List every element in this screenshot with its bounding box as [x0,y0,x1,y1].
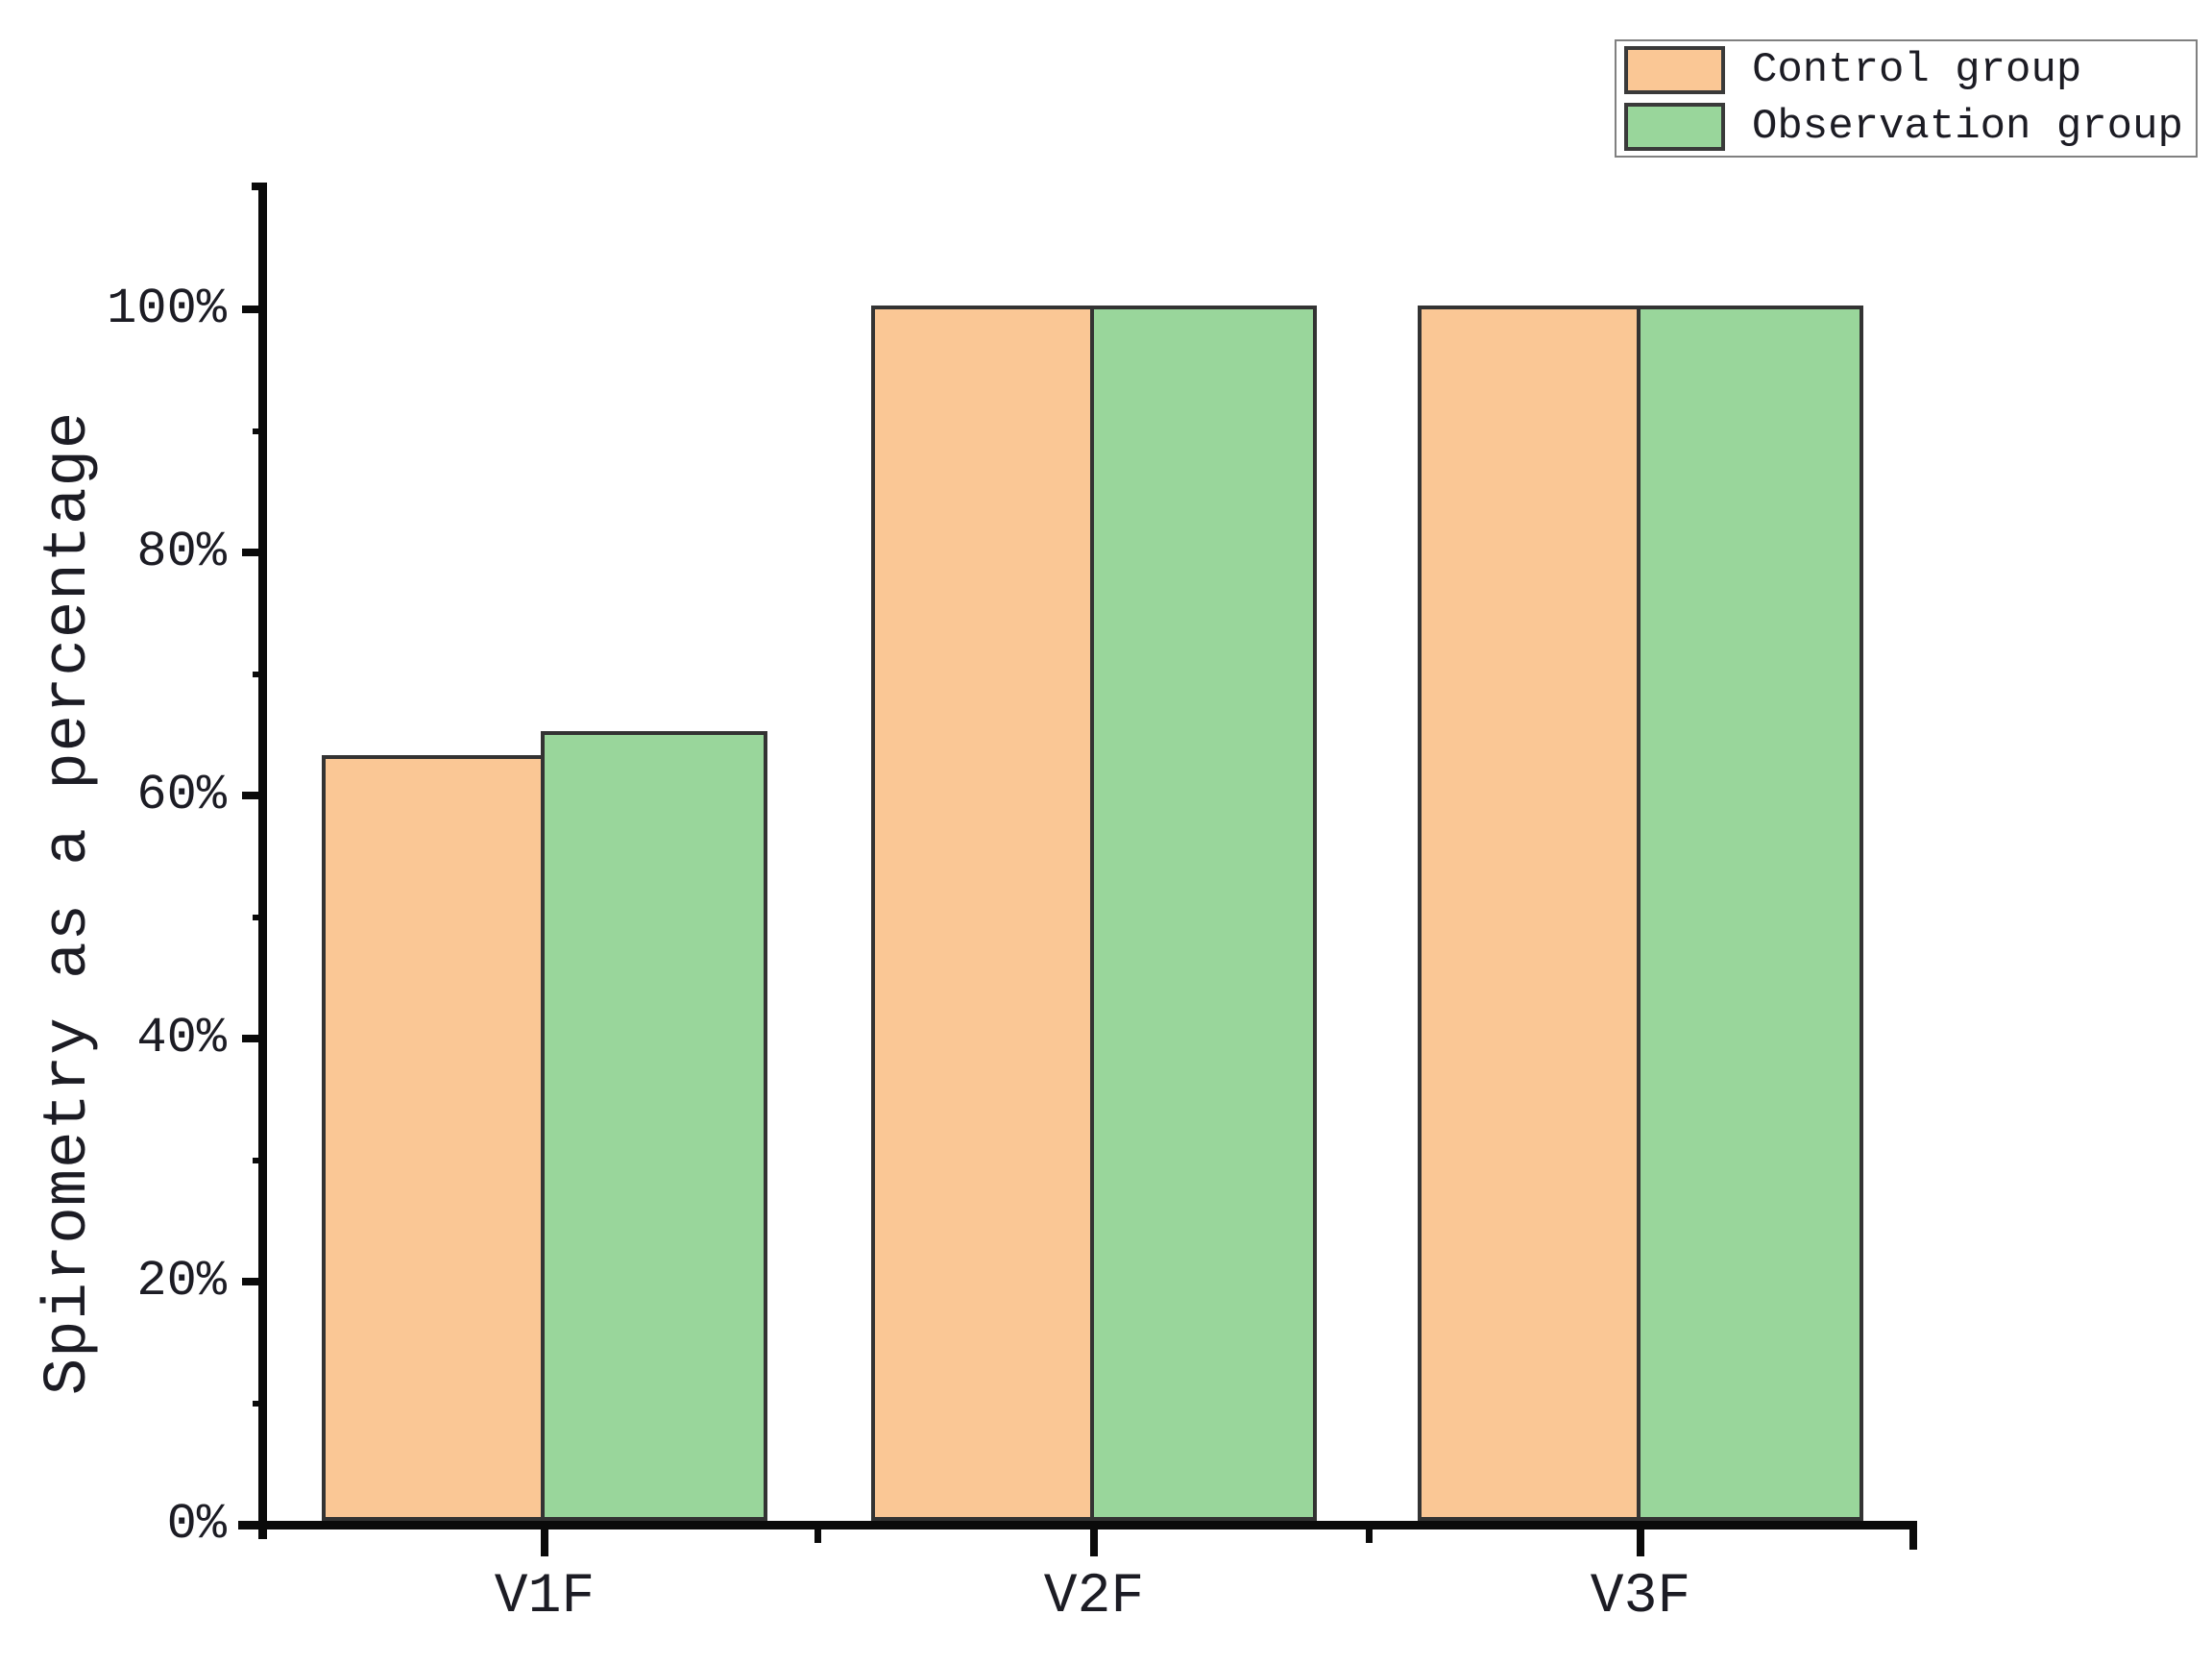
y-major-tick [242,1521,266,1529]
y-minor-tick [253,428,266,434]
x-boundary-tick [814,1529,821,1543]
x-axis-right-cap [1909,1521,1917,1550]
y-major-tick [242,306,266,313]
y-major-tick [242,1278,266,1285]
x-boundary-tick [1365,1529,1373,1543]
x-axis-line [238,1521,1917,1529]
y-minor-tick [253,671,266,677]
y-tick-label: 100% [107,281,227,337]
x-category-label: V2F [1043,1566,1145,1628]
bar-v1f-observation [541,731,767,1521]
bar-v2f-control [871,306,1094,1521]
y-major-tick [242,1035,266,1042]
y-tick-label: 60% [136,767,227,823]
y-minor-tick [253,1157,266,1163]
y-tick-label: 20% [136,1253,227,1309]
legend-label-observation-group: Observation group [1752,103,2183,151]
bar-v1f-control [322,755,545,1521]
y-minor-tick [253,1400,266,1407]
x-category-tick [1090,1529,1098,1556]
legend-label-control-group: Control group [1752,46,2082,94]
y-tick-label: 40% [136,1010,227,1066]
legend-swatch-control-group [1624,46,1725,94]
legend: Control group Observation group [1615,39,2198,158]
x-category-tick [1637,1529,1644,1556]
bar-v3f-observation [1637,306,1863,1521]
y-axis-top-cap [252,183,267,190]
legend-item-observation: Observation group [1624,103,2188,151]
y-major-tick [242,549,266,556]
bar-v3f-control [1418,306,1641,1521]
y-axis-line [258,183,267,1539]
x-category-label: V1F [494,1566,596,1628]
legend-swatch-observation-group [1624,103,1725,151]
y-tick-label: 80% [136,524,227,580]
x-category-tick [541,1529,548,1556]
y-major-tick [242,792,266,799]
y-tick-label: 0% [166,1496,227,1553]
legend-item-control: Control group [1624,46,2188,94]
bar-v2f-observation [1090,306,1317,1521]
x-category-label: V3F [1590,1566,1691,1628]
y-minor-tick [253,914,266,920]
